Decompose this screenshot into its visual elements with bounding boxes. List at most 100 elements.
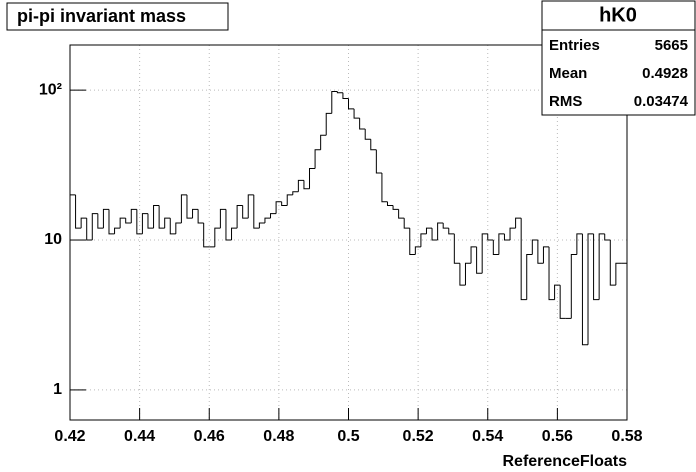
histogram-bin (509, 227, 516, 241)
histogram-bin (609, 240, 616, 286)
histogram-bin (526, 254, 533, 300)
histogram-bin (531, 239, 538, 255)
histogram-bin (481, 233, 488, 274)
histogram-bin (464, 262, 472, 286)
histogram-bin (353, 108, 360, 119)
histogram-bin (253, 194, 260, 229)
histogram-bin (576, 233, 583, 255)
histogram-bin (91, 213, 98, 241)
histogram-bin (258, 222, 265, 229)
histogram-bin (231, 227, 238, 241)
histogram-bin (114, 227, 121, 234)
stats-value: 5665 (655, 37, 688, 54)
histogram-bin (375, 149, 382, 174)
histogram-bin (203, 222, 210, 248)
histogram-bin (487, 233, 494, 241)
histogram-bin (554, 284, 561, 300)
x-tick-label: 0.56 (542, 428, 573, 445)
histogram-bin (336, 91, 343, 94)
histogram-bin (270, 213, 277, 219)
histogram-bin (386, 201, 394, 206)
histogram-bin (476, 246, 483, 274)
histogram-bin (242, 205, 249, 219)
histogram-bin (102, 208, 109, 229)
histogram-bin (570, 254, 577, 319)
histogram-bin (587, 233, 594, 345)
histogram-bin (175, 222, 182, 234)
x-tick-label: 0.42 (54, 428, 85, 445)
chart-title: pi-pi invariant mass (17, 6, 186, 26)
histogram-bin (470, 246, 477, 264)
histogram-bin (420, 233, 427, 247)
histogram-bin (604, 233, 611, 241)
histogram-bin (381, 172, 388, 203)
histogram-bin (153, 204, 160, 229)
histogram-bin (559, 285, 566, 319)
histogram-bin (442, 222, 449, 229)
y-tick-label: 10² (39, 81, 62, 98)
x-tick-label: 0.46 (194, 428, 225, 445)
histogram-bin (581, 233, 589, 346)
stats-name: hK0 (599, 4, 637, 26)
histogram-bin (236, 204, 243, 229)
histogram-bin (453, 233, 460, 264)
histogram-bin (186, 194, 193, 219)
histogram-bin (192, 208, 199, 219)
histogram-bin (130, 208, 137, 223)
x-tick-label: 0.54 (472, 428, 503, 445)
histogram-bin (214, 227, 221, 247)
histogram-bin (197, 209, 204, 224)
histogram-bin (147, 213, 154, 229)
histogram-bin (492, 240, 499, 256)
histogram-bin (392, 205, 399, 210)
histogram-bin (431, 228, 438, 241)
histogram-bin (348, 98, 355, 110)
histogram-bin (225, 209, 232, 241)
histogram-bin (498, 233, 505, 255)
histogram-bin (119, 217, 126, 229)
histogram-bin (403, 218, 410, 229)
histogram-bin (364, 129, 371, 140)
histogram-bin (503, 233, 511, 241)
histogram-bin (125, 218, 132, 224)
histogram-bin (136, 209, 143, 235)
histogram-bin (325, 112, 332, 136)
histogram-bin (537, 240, 544, 264)
histogram-bin (275, 201, 282, 214)
histogram-bin (75, 194, 82, 229)
x-axis-label: ReferenceFloats (503, 453, 628, 470)
histogram-bin (515, 217, 522, 229)
histogram-bin (164, 217, 171, 229)
histogram-bin (320, 134, 327, 150)
histogram-bin (180, 194, 187, 223)
x-tick-label: 0.5 (337, 428, 359, 445)
histogram-bin (598, 233, 605, 300)
x-tick-label: 0.44 (124, 428, 155, 445)
histogram-bin (409, 228, 416, 256)
histogram-bin (615, 262, 622, 286)
histogram-bin (342, 92, 349, 99)
histogram-bin (331, 90, 338, 114)
histogram-bin (286, 194, 293, 206)
histogram-bin (141, 213, 148, 234)
histogram-bin (548, 246, 555, 301)
histogram-bin (158, 205, 165, 229)
histogram-bin (108, 209, 115, 235)
histogram-bin (264, 217, 271, 223)
histogram-bin (219, 208, 226, 229)
y-tick-label: 10 (44, 231, 62, 248)
histogram-bin (398, 209, 405, 219)
histogram-bin (459, 263, 466, 286)
histogram-bin (314, 149, 321, 169)
histogram-bin (247, 194, 254, 219)
histogram-bin (593, 233, 600, 301)
histogram-bin (303, 180, 310, 190)
histogram-bin (309, 168, 316, 189)
histogram-bin (520, 218, 527, 301)
stats-key: Entries (549, 37, 600, 54)
histogram-bin (297, 179, 304, 192)
histogram-bin (86, 218, 93, 241)
title-box (6, 2, 229, 31)
y-tick-label: 1 (53, 381, 62, 398)
